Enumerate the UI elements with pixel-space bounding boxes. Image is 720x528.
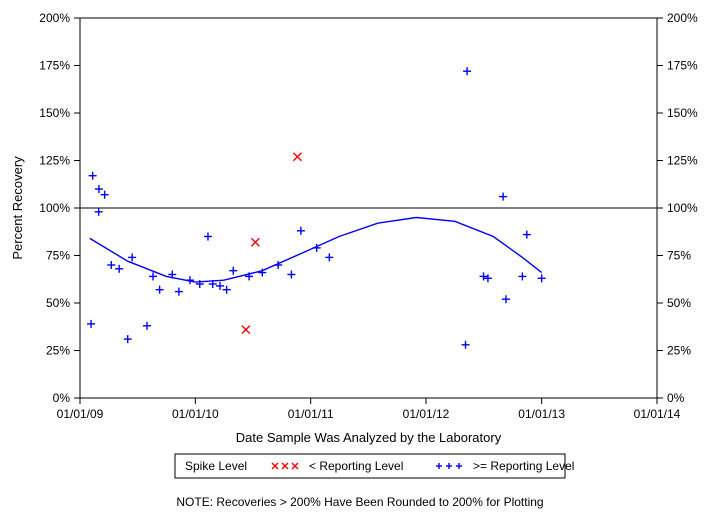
legend-item-label: < Reporting Level bbox=[309, 459, 403, 473]
y-tick-right: 0% bbox=[667, 391, 685, 405]
y-tick-left: 25% bbox=[46, 344, 70, 358]
y-tick-left: 150% bbox=[39, 106, 70, 120]
y-tick-left: 75% bbox=[46, 249, 70, 263]
y-tick-left: 125% bbox=[39, 154, 70, 168]
legend-title: Spike Level bbox=[185, 459, 247, 473]
legend-item-label: >= Reporting Level bbox=[473, 459, 574, 473]
y-tick-right: 125% bbox=[667, 154, 698, 168]
chart-svg: 0% 0% 25% 25% 50% 50% 75% 75% 100% 100% 125% 125% 15… bbox=[0, 0, 720, 528]
trend-curve bbox=[90, 218, 542, 283]
chart-note: NOTE: Recoveries > 200% Have Been Rounde… bbox=[176, 495, 543, 509]
x-tick: 01/01/14 bbox=[634, 407, 681, 421]
x-tick: 01/01/09 bbox=[57, 407, 104, 421]
y-tick-left: 200% bbox=[39, 11, 70, 25]
y-tick-right: 25% bbox=[667, 344, 691, 358]
y-tick-right: 75% bbox=[667, 249, 691, 263]
y-tick-right: 200% bbox=[667, 11, 698, 25]
recovery-chart: 0% 0% 25% 25% 50% 50% 75% 75% 100% 100% 125% 125% 15… bbox=[0, 0, 720, 528]
y-tick-right: 100% bbox=[667, 201, 698, 215]
y-tick-left: 50% bbox=[46, 296, 70, 310]
y-tick-left: 0% bbox=[53, 391, 71, 405]
y-tick-left: 175% bbox=[39, 59, 70, 73]
x-tick: 01/01/13 bbox=[518, 407, 565, 421]
y-tick-left: 100% bbox=[39, 201, 70, 215]
y-tick-right: 50% bbox=[667, 296, 691, 310]
x-tick: 01/01/10 bbox=[172, 407, 219, 421]
x-tick: 01/01/12 bbox=[403, 407, 450, 421]
y-tick-right: 150% bbox=[667, 106, 698, 120]
y-axis-label: Percent Recovery bbox=[10, 156, 25, 260]
x-tick: 01/01/11 bbox=[288, 407, 334, 421]
x-axis-label: Date Sample Was Analyzed by the Laborato… bbox=[236, 430, 502, 445]
y-tick-right: 175% bbox=[667, 59, 698, 73]
